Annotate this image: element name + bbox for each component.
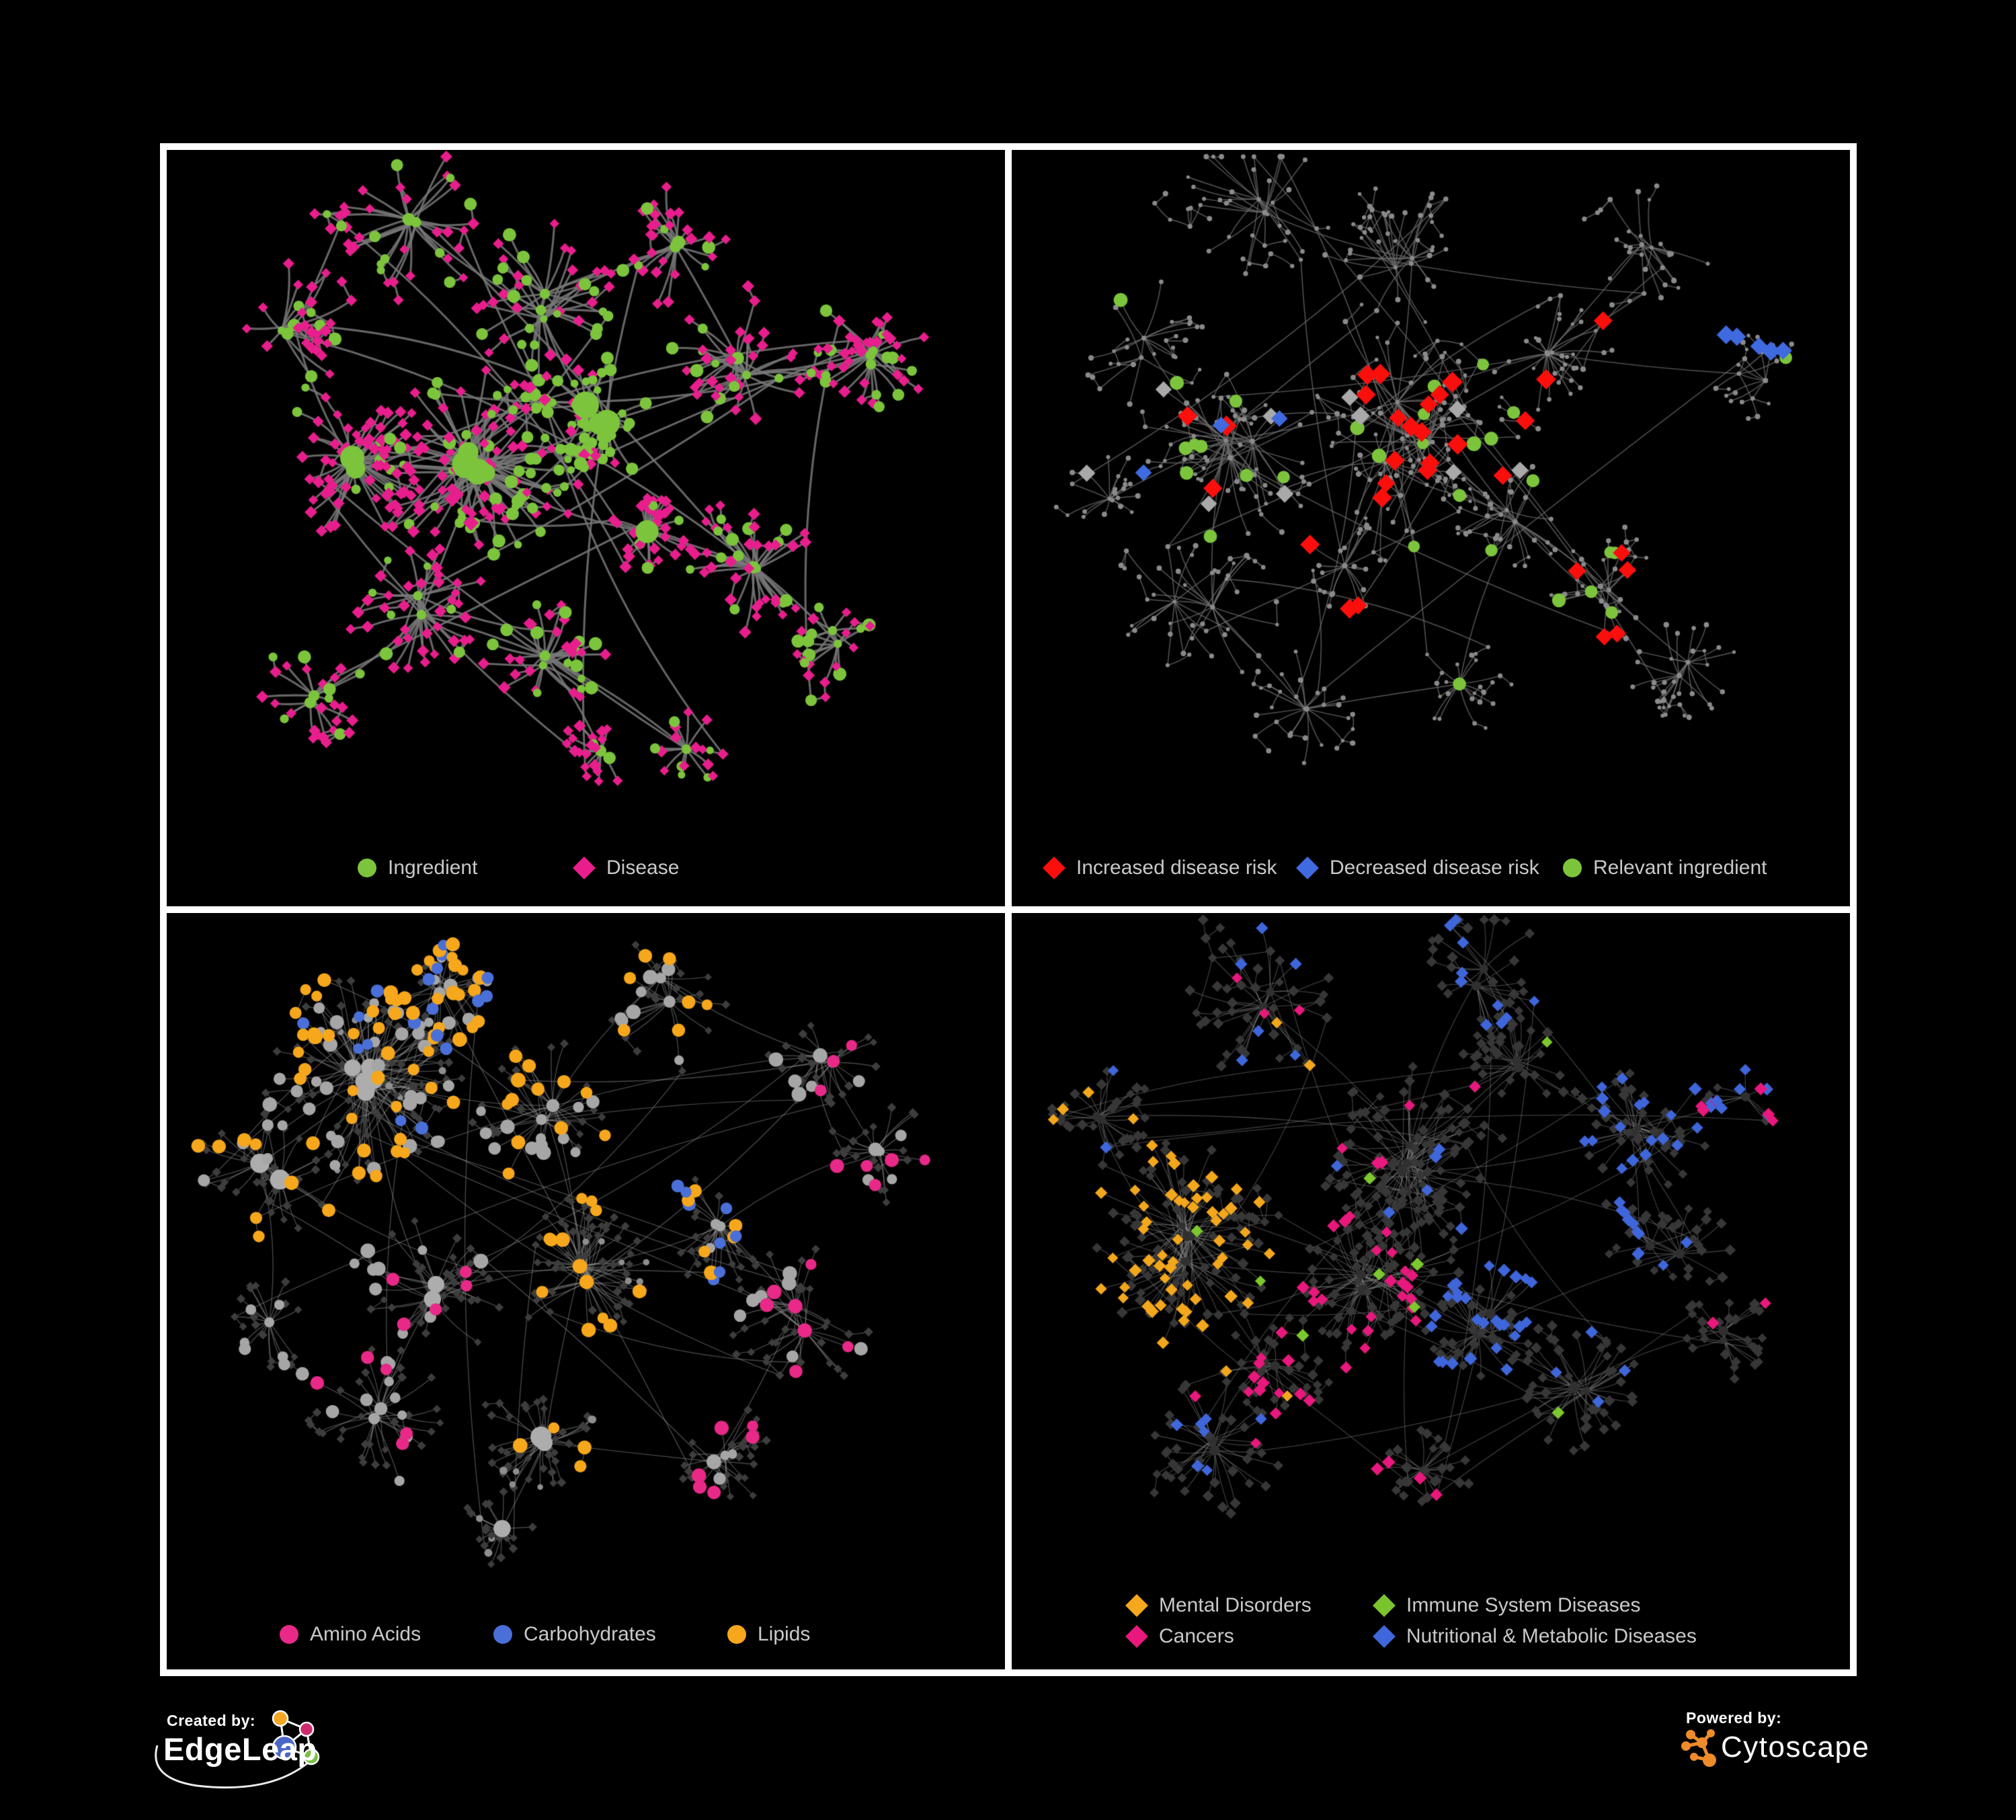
powered-by-label: Powered by:: [1686, 1709, 1782, 1727]
edgeleap-logo-icon: [155, 1710, 320, 1789]
panel-disease-categories: Mental Disorders Immune System Diseases Ca…: [1012, 913, 1850, 1669]
edgeleap-brand: EdgeLeap: [163, 1731, 317, 1767]
panel-disease-risk: Increased disease risk Decreased disease …: [1012, 150, 1850, 906]
network-canvas: [1012, 913, 1850, 1669]
created-by-label: Created by:: [167, 1712, 256, 1729]
panel-grid: Ingredient Disease Increased disease risk…: [160, 143, 1857, 1676]
cytoscape-logo-icon: [1681, 1729, 1716, 1767]
panel-ingredients-diseases: Ingredient Disease: [167, 150, 1005, 906]
network-canvas: [167, 913, 1005, 1669]
network-canvas: [1012, 150, 1850, 906]
network-canvas: [167, 150, 1005, 906]
cytoscape-brand: Cytoscape: [1721, 1731, 1870, 1764]
panel-macronutrient-classes: Amino Acids Carbohydrates Lipids: [167, 913, 1005, 1669]
